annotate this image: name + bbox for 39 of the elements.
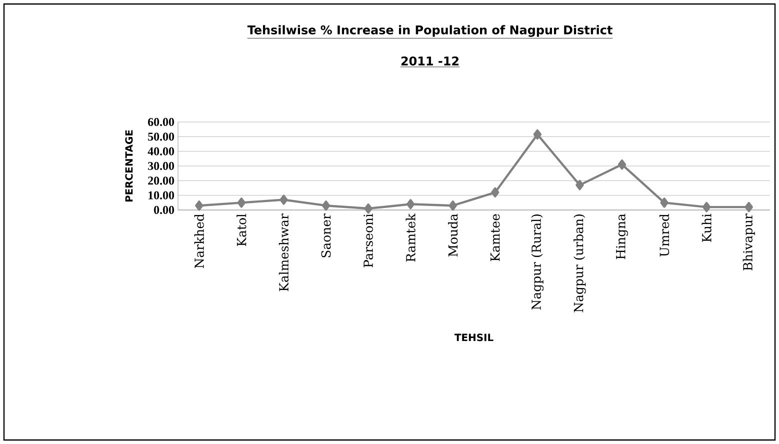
- point: [660, 198, 668, 208]
- point: [364, 203, 372, 214]
- x-tick-label: Nagpur (urban): [574, 214, 586, 312]
- x-tick-label: Mouda: [448, 214, 458, 257]
- y-tick-label: 50.00: [148, 132, 174, 141]
- x-tick-label: Bhivapur: [742, 214, 755, 270]
- x-tick-label: Nagpur (Rural): [531, 214, 544, 310]
- x-tick-label: Ramtek: [406, 213, 416, 262]
- point: [406, 199, 415, 210]
- x-tick-label: Kuhi: [702, 214, 712, 242]
- point: [195, 200, 204, 211]
- x-tick-label: Parseoni: [364, 214, 373, 268]
- chart-subtitle: 2011 -12: [401, 56, 458, 66]
- point: [744, 202, 753, 212]
- point: [491, 187, 500, 198]
- y-axis-title: PERCENTAGE: [125, 130, 133, 202]
- point: [618, 159, 626, 170]
- point: [280, 194, 288, 205]
- x-tick-label: Kamtee: [490, 214, 500, 262]
- point: [322, 200, 330, 211]
- y-tick-label: 40.00: [148, 147, 174, 156]
- point: [237, 198, 246, 208]
- y-tick-label: 20.00: [148, 176, 174, 185]
- x-tick-label: Umred: [659, 214, 670, 257]
- y-tick-label: 60.00: [148, 118, 174, 126]
- y-tick-label: 10.00: [148, 191, 174, 200]
- x-tick-label: Narkhed: [194, 214, 204, 268]
- point: [576, 180, 584, 190]
- y-tick-label: 0.00: [154, 206, 174, 214]
- x-axis-title: TEHSIL: [454, 334, 494, 342]
- x-tick-label: Saoner: [321, 214, 331, 258]
- chart-title: Tehsilwise % Increase in Population of Nagpur District: [247, 25, 612, 37]
- point: [448, 200, 457, 211]
- y-tick-label: 30.00: [148, 162, 174, 170]
- point: [702, 202, 711, 212]
- x-tick-label: Katol: [236, 214, 246, 246]
- point: [533, 129, 542, 140]
- x-tick-label: Hingna: [616, 214, 628, 260]
- x-tick-label: Kalmeshwar: [278, 214, 289, 292]
